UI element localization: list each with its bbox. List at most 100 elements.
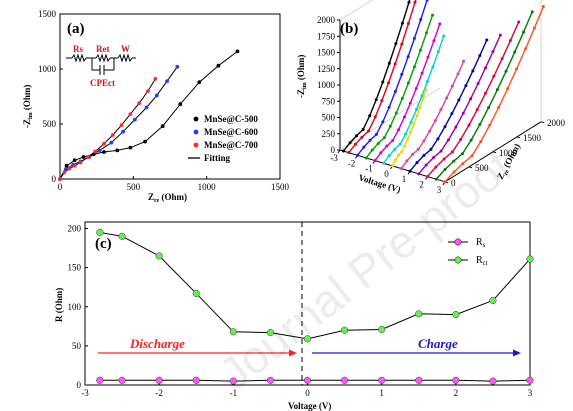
panel-b-curve-point-0 [381, 80, 385, 84]
panel-b-zim-tick-label: 1500 [317, 48, 336, 58]
panel-a-point-series-0 [115, 148, 120, 153]
panel-c-x-tick-label: -1 [230, 388, 238, 398]
panel-a-point-series-0 [143, 139, 147, 144]
panel-b-curve-point-3 [418, 48, 422, 52]
panel-c-y-tick-label: 100 [68, 302, 82, 312]
panel-b-ylabel: -Zim (Ohm) [296, 55, 308, 98]
panel-a-point-series-1 [175, 64, 180, 69]
panel-b-curve-point-11 [478, 122, 482, 126]
panel-c-point-series-1 [96, 228, 104, 236]
panel-c-legend: Rs Rct [448, 237, 488, 267]
panel-b-curve-point-3 [412, 65, 416, 69]
panel-c-y-tick-label: 150 [68, 263, 82, 273]
panel-b-curve-point-10 [500, 57, 504, 61]
panel-a-point-series-2 [110, 133, 115, 137]
panel-b-curve-point-4 [438, 22, 442, 26]
panel-b-voltage-tick-label: 0 [384, 169, 389, 179]
panel-b-curve-point-12 [506, 87, 510, 91]
panel-b-curve-point-12 [532, 26, 536, 30]
legend-rct-marker [454, 256, 462, 264]
panel-b-curves [342, 0, 545, 184]
panel-c-xlabel: Voltage (V) [288, 401, 331, 411]
panel-b-curve-point-3 [388, 124, 392, 128]
legend-marker-700 [193, 142, 199, 148]
panel-b-voltage-tick-label: -1 [365, 164, 373, 174]
panel-b-curve-point-6 [418, 105, 422, 109]
panel-b-curve-point-9 [424, 163, 428, 167]
panel-c-y-tick-label: 0 [77, 380, 82, 390]
panel-b-curve-point-12 [541, 5, 545, 9]
panel-b-voltage-tick [337, 149, 341, 154]
panel-b-curve-point-8 [436, 137, 440, 141]
panel-b-curve-point-2 [387, 105, 391, 109]
panel-a-point-series-1 [132, 117, 137, 122]
panel-c-data-points [96, 228, 534, 385]
panel-a-xlabel: Zre (Ohm) [148, 192, 187, 204]
panel-b-curve-point-1 [380, 99, 384, 103]
panel-c-point-series-0 [341, 376, 349, 384]
panel-c-point-series-1 [118, 232, 126, 240]
panel-c-point-series-1 [489, 296, 497, 305]
panel-b-curve-point-12 [452, 170, 456, 174]
panel-c-point-series-0 [452, 376, 460, 384]
panel-b-curve-point-5 [404, 132, 408, 136]
panel-c-point-series-1 [303, 335, 312, 343]
panel-b-curve-point-2 [419, 17, 423, 21]
panel-b-curve-point-3 [406, 81, 410, 85]
panel-c-point-series-1 [229, 328, 237, 336]
panel-b-zim-tick-label: 750 [322, 96, 336, 106]
panel-b-curve-point-8 [429, 147, 433, 151]
panel-b-curve-point-10 [475, 108, 479, 112]
circuit-label-cpect: CPEct [90, 78, 115, 88]
panel-c-ylabel: R (Ohm) [54, 288, 64, 322]
circuit-label-w: W [121, 44, 130, 54]
panel-a-point-series-1 [63, 167, 68, 172]
panel-a-x-tick-label: 500 [127, 182, 141, 192]
panel-b-curve-point-11 [504, 69, 508, 73]
panel-b-curve-point-2 [374, 132, 378, 136]
panel-b-curve-point-9 [476, 82, 480, 86]
panel-b-curve-point-8 [415, 161, 419, 165]
panel-b-curve-point-9 [491, 50, 495, 54]
panel-b-curve-point-6 [403, 144, 407, 148]
legend-rs-marker [454, 238, 462, 246]
panel-b-curve-point-8 [485, 38, 489, 42]
panel-b-curve-point-8 [408, 169, 412, 173]
panel-b-curve-point-9 [417, 172, 421, 176]
panel-a-point-series-0 [81, 155, 86, 159]
panel-b-letter: (b) [340, 21, 358, 37]
panel-b-curve-point-7 [399, 167, 403, 171]
panel-b-curve-point-9 [484, 66, 488, 70]
panel-b-curve-point-6 [391, 164, 394, 168]
panel-b-zim-tick-label: 2000 [317, 15, 336, 25]
panel-b-curve-point-6 [400, 150, 404, 154]
panel-b-curve-point-3 [400, 96, 404, 100]
panel-a-point-series-1 [144, 105, 149, 110]
panel-b-curve-point-12 [497, 105, 501, 109]
legend-rs-label: Rs [476, 237, 486, 249]
panel-b-curve-point-9 [439, 149, 443, 153]
panel-b-curve-point-5 [420, 94, 424, 98]
panel-b-curve-point-1 [406, 21, 410, 25]
panel-a-fitting-line-1 [59, 66, 178, 180]
panel-b-curve-10 [426, 21, 520, 177]
panel-b-curve-point-0 [407, 0, 411, 4]
panel-b-curve-point-4 [379, 151, 383, 155]
panel-b-curve-point-10 [426, 175, 429, 178]
panel-b-curve-point-1 [373, 115, 377, 119]
panel-b-zim-tick-label: 0 [331, 145, 336, 155]
panel-b-curve-point-3 [370, 148, 374, 152]
panel-c-x-tick-label: -3 [81, 388, 89, 398]
panel-b-curve-point-7 [450, 84, 454, 88]
panel-b-zre-tick-label: 500 [475, 163, 489, 173]
panel-b-curve-point-5 [387, 154, 391, 158]
panel-a-point-series-0 [64, 163, 69, 168]
panel-b-curve-point-4 [408, 101, 412, 105]
panel-b-curve-point-10 [450, 150, 454, 154]
panel-b-zre-tick-label: 1000 [499, 148, 518, 158]
panel-b-zre-tick [468, 166, 473, 169]
panel-c-point-series-1 [378, 325, 386, 333]
panel-a-point-series-2 [128, 112, 133, 116]
panel-b-curve-point-5 [382, 161, 386, 165]
